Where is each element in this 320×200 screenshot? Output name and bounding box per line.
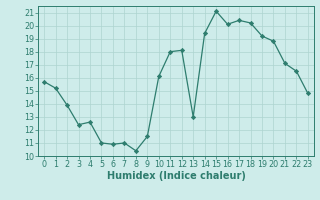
X-axis label: Humidex (Indice chaleur): Humidex (Indice chaleur) — [107, 171, 245, 181]
